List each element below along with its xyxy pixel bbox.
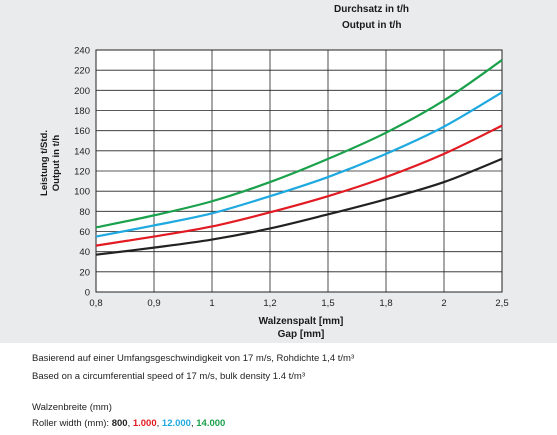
line-chart: 0 20 40 60 80 100 120 140 160 180 200 220 240 0,8 0,9 1… [39, 46, 509, 341]
legend-14000: 14.000 [196, 418, 226, 429]
x-tick-label: 1,2 [263, 298, 276, 309]
y-tick-label: 120 [74, 167, 90, 178]
legend-800: 800 [111, 418, 128, 429]
roller-width-legend: Roller width (mm): 800, 1.000, 12.000, 1… [32, 418, 225, 429]
x-tick-label: 1,5 [321, 298, 334, 309]
y-tick-label: 0 [85, 288, 90, 299]
y-tick-label: 160 [74, 126, 90, 137]
legend-sep: , [190, 418, 197, 429]
y-tick-label: 80 [79, 207, 90, 218]
y-tick-label: 60 [79, 227, 90, 238]
x-tick-label: 0,8 [89, 298, 102, 309]
header-line-1: Durchsatz in t/h [334, 4, 410, 15]
plot-border [95, 49, 503, 293]
y-tick-label: 180 [74, 106, 90, 117]
x-axis-label-2: Gap [mm] [278, 329, 325, 340]
series-line-1.000 [95, 124, 503, 247]
roller-width-label-de: Walzenbreite (mm) [32, 402, 112, 413]
y-axis-label-2: Output in t/h [51, 135, 62, 192]
basis-note-de: Basierend auf einer Umfangsgeschwindigke… [32, 353, 355, 364]
x-axis-label: Walzenspalt [mm] [259, 316, 344, 327]
y-tick-label: 200 [74, 86, 90, 97]
y-tick-label: 100 [74, 187, 90, 198]
legend-sep: , [156, 418, 162, 429]
y-tick-label: 20 [79, 267, 90, 278]
x-tick-label: 1,8 [379, 298, 392, 309]
y-tick-label: 140 [74, 146, 90, 157]
y-tick-label: 40 [79, 247, 90, 258]
chart-panel: Durchsatz in t/h Output in t/h 0 20 40 60 80… [0, 0, 557, 343]
basis-note-en: Based on a circumferential speed of 17 m… [32, 371, 305, 382]
series-line-12.000 [95, 91, 503, 238]
legend-1000: 1.000 [132, 418, 157, 429]
series-line-14.000 [95, 59, 503, 229]
x-tick-label: 2,5 [495, 298, 508, 309]
y-tick-label: 220 [74, 66, 90, 77]
header-line-2: Output in t/h [342, 20, 402, 31]
roller-width-label-en: Roller width (mm): [32, 418, 112, 429]
x-tick-label: 1 [209, 298, 214, 309]
x-tick-label: 0,9 [147, 298, 160, 309]
legend-12000: 12.000 [161, 418, 191, 429]
series-line-800 [95, 157, 503, 256]
x-tick-label: 2 [441, 298, 446, 309]
y-tick-label: 240 [74, 46, 90, 57]
legend-sep: , [127, 418, 133, 429]
y-axis-label: Leistung t/Std. [39, 130, 50, 196]
